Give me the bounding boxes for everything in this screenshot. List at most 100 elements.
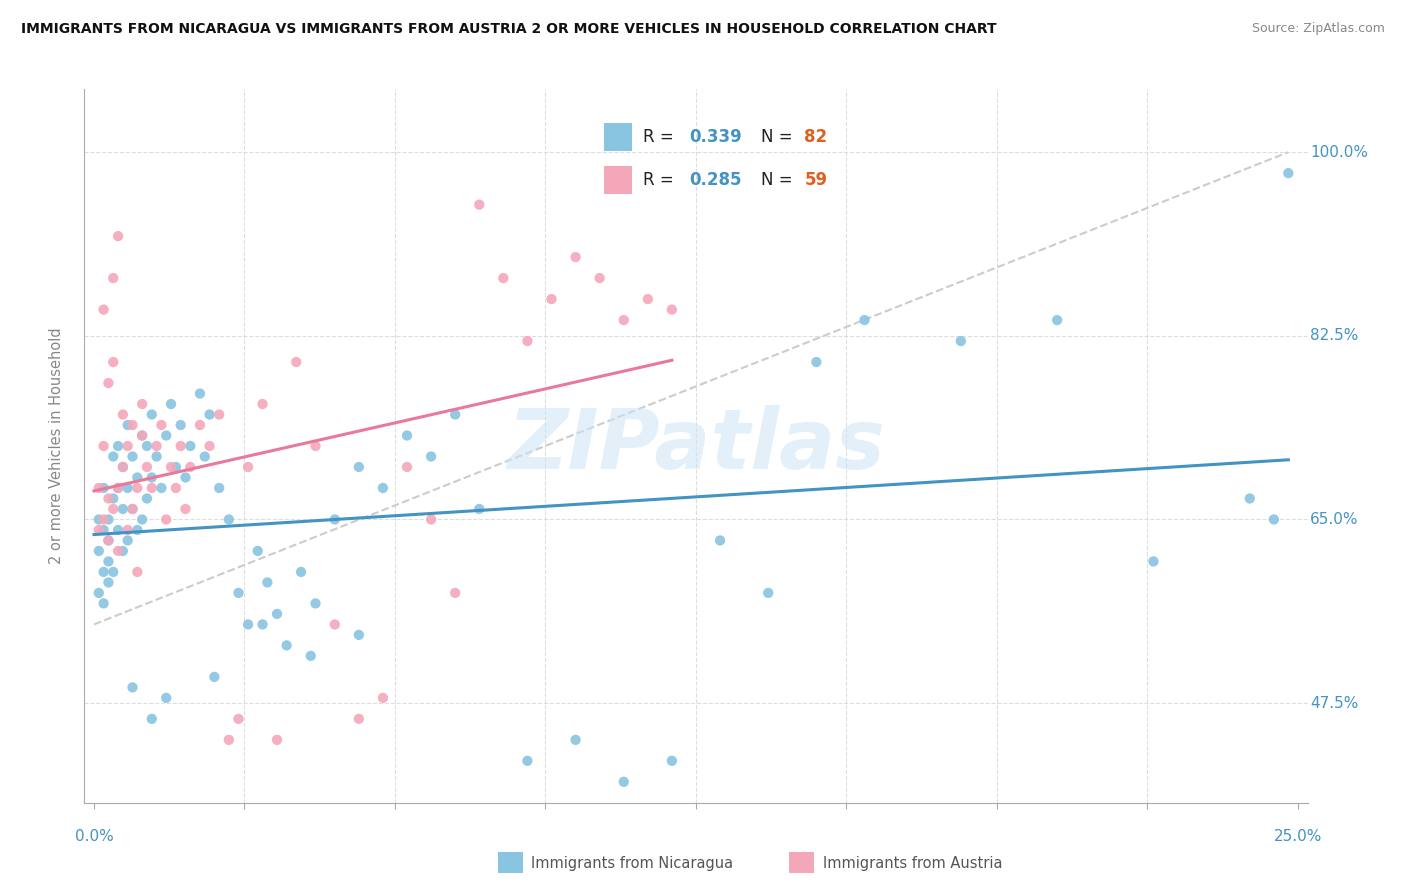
Point <box>468 502 491 516</box>
Point <box>208 481 231 495</box>
Point <box>170 417 193 432</box>
Point <box>107 439 129 453</box>
Point <box>198 439 221 453</box>
Point <box>179 460 201 475</box>
Point <box>661 302 683 317</box>
Point <box>252 617 274 632</box>
Text: 25.0%: 25.0% <box>1274 829 1322 844</box>
Point <box>117 481 139 495</box>
Point <box>121 417 143 432</box>
Y-axis label: 2 or more Vehicles in Household: 2 or more Vehicles in Household <box>49 327 63 565</box>
Point <box>304 596 326 610</box>
Point <box>93 596 115 610</box>
Point <box>1142 554 1164 568</box>
Point <box>188 386 211 401</box>
Point <box>285 355 308 369</box>
Point <box>256 575 278 590</box>
Point <box>492 271 515 285</box>
Point <box>564 732 586 747</box>
Point <box>756 586 779 600</box>
Point <box>103 355 125 369</box>
Text: N =: N = <box>761 128 797 145</box>
Bar <box>605 123 631 151</box>
Point <box>661 754 683 768</box>
Text: 47.5%: 47.5% <box>1310 696 1358 711</box>
Point <box>97 376 120 390</box>
Point <box>236 460 259 475</box>
Point <box>136 491 159 506</box>
Point <box>127 523 149 537</box>
Point <box>347 628 370 642</box>
Point <box>155 428 177 442</box>
Point <box>150 481 173 495</box>
Point <box>107 481 129 495</box>
Point <box>111 544 134 558</box>
Point <box>806 355 828 369</box>
Point <box>93 481 115 495</box>
Bar <box>789 852 814 873</box>
Text: Immigrants from Nicaragua: Immigrants from Nicaragua <box>531 856 734 871</box>
Point <box>155 512 177 526</box>
Point <box>141 470 163 484</box>
Point <box>252 397 274 411</box>
Point <box>160 460 183 475</box>
Point <box>290 565 312 579</box>
Point <box>117 533 139 548</box>
Point <box>107 229 129 244</box>
Point <box>136 460 159 475</box>
Point <box>198 408 221 422</box>
Point <box>131 428 153 442</box>
Point <box>131 512 153 526</box>
Point <box>97 554 120 568</box>
Point <box>103 502 125 516</box>
Point <box>103 565 125 579</box>
Text: 100.0%: 100.0% <box>1310 145 1368 160</box>
Point <box>304 439 326 453</box>
Bar <box>498 852 523 873</box>
Point <box>87 544 110 558</box>
Point <box>121 502 143 516</box>
Point <box>155 690 177 705</box>
Point <box>117 523 139 537</box>
Point <box>208 408 231 422</box>
Point <box>121 681 143 695</box>
Point <box>709 533 731 548</box>
Point <box>516 754 538 768</box>
Point <box>299 648 322 663</box>
Point <box>127 470 149 484</box>
Point <box>127 481 149 495</box>
Text: 0.339: 0.339 <box>689 128 742 145</box>
Point <box>266 607 288 621</box>
Point <box>87 523 110 537</box>
Point <box>228 712 250 726</box>
Point <box>97 491 120 506</box>
Point <box>323 617 346 632</box>
Text: ZIPatlas: ZIPatlas <box>508 406 884 486</box>
Point <box>444 408 467 422</box>
Point <box>121 450 143 464</box>
Point <box>103 271 125 285</box>
Text: R =: R = <box>643 128 679 145</box>
Point <box>371 481 394 495</box>
Point <box>444 586 467 600</box>
Point <box>1277 166 1299 180</box>
Point <box>202 670 225 684</box>
Point <box>468 197 491 211</box>
Point <box>236 617 259 632</box>
Point <box>194 450 217 464</box>
Point <box>174 470 197 484</box>
Text: 59: 59 <box>804 171 828 189</box>
Point <box>136 439 159 453</box>
Text: R =: R = <box>643 171 679 189</box>
Point <box>141 408 163 422</box>
Point <box>637 292 659 306</box>
Text: IMMIGRANTS FROM NICARAGUA VS IMMIGRANTS FROM AUSTRIA 2 OR MORE VEHICLES IN HOUSE: IMMIGRANTS FROM NICARAGUA VS IMMIGRANTS … <box>21 22 997 37</box>
Point <box>420 450 443 464</box>
Point <box>93 439 115 453</box>
Point <box>150 417 173 432</box>
Point <box>111 502 134 516</box>
Point <box>103 450 125 464</box>
Text: 0.285: 0.285 <box>689 171 742 189</box>
Point <box>170 439 193 453</box>
Point <box>107 523 129 537</box>
